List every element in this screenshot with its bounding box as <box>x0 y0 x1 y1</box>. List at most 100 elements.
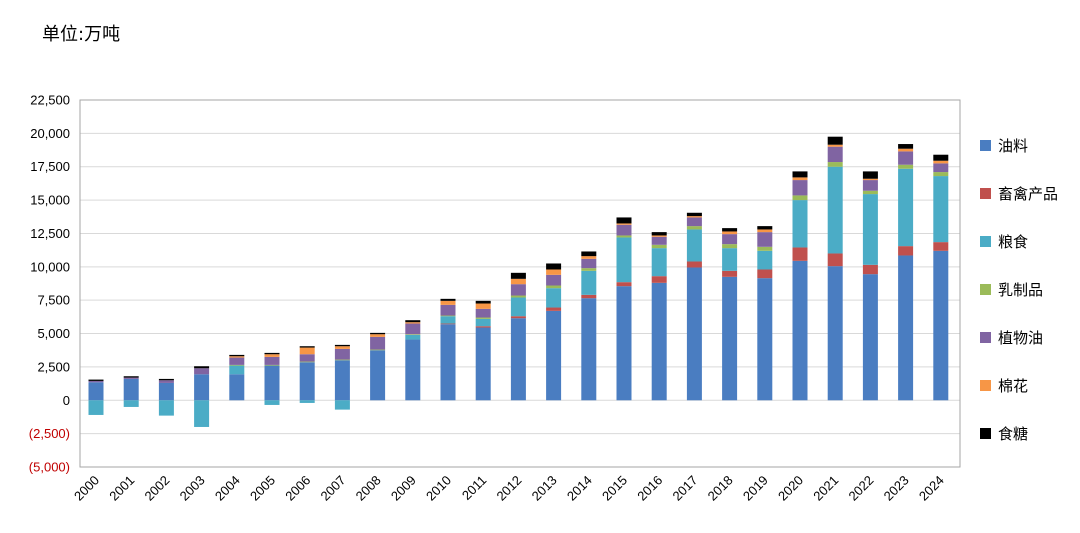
bar-segment <box>546 288 562 308</box>
bar-segment <box>334 346 350 349</box>
x-tick-label: 2000 <box>71 473 102 504</box>
bar-segment <box>405 339 421 401</box>
bar-segment <box>827 144 843 147</box>
bar-segment <box>370 334 386 337</box>
bar-segment <box>581 258 597 269</box>
bar-segment <box>722 231 738 235</box>
bar-segment <box>792 247 808 261</box>
bar-segment <box>229 354 245 357</box>
bar-segment <box>475 326 491 328</box>
bar-segment <box>862 274 878 401</box>
bar-segment <box>722 244 738 249</box>
x-tick-label: 2020 <box>775 473 806 504</box>
bar-segment <box>334 400 350 410</box>
legend-swatch <box>980 428 991 439</box>
bar-segment <box>581 294 597 299</box>
y-tick-label: 20,000 <box>30 126 70 141</box>
y-tick-label: 5,000 <box>37 326 70 341</box>
bar-segment <box>651 282 667 401</box>
x-tick-label: 2018 <box>705 473 736 504</box>
unit-label: 单位:万吨 <box>42 24 121 45</box>
bar-segment <box>898 164 914 169</box>
bar-segment <box>370 336 386 350</box>
y-tick-label: 2,500 <box>37 359 70 374</box>
bar-segment <box>933 250 949 401</box>
legend-swatch <box>980 380 991 391</box>
bar-segment <box>229 365 245 375</box>
bar-segment <box>440 300 456 305</box>
bar-segment <box>475 327 491 401</box>
bar-segment <box>475 318 491 327</box>
bar-segment <box>616 217 632 224</box>
bar-segment <box>546 285 562 289</box>
legend-label: 棉花 <box>998 377 1028 395</box>
bar-segment <box>827 146 843 163</box>
x-tick-label: 2007 <box>317 473 348 504</box>
bar-segment <box>405 334 421 340</box>
legend-swatch <box>980 332 991 343</box>
bar-segment <box>370 332 386 335</box>
x-tick-label: 2005 <box>247 473 278 504</box>
x-tick-label: 2019 <box>740 473 771 504</box>
legend-swatch <box>980 140 991 151</box>
bar-segment <box>722 276 738 401</box>
bar-segment <box>898 144 914 149</box>
x-tick-label: 2004 <box>212 473 243 504</box>
y-tick-label: 0 <box>63 393 70 408</box>
bar-segment <box>440 315 456 317</box>
bar-segment <box>722 270 738 277</box>
bar-segment <box>123 376 139 378</box>
bar-segment <box>757 250 773 270</box>
bar-segment <box>546 269 562 275</box>
bar-segment <box>616 286 632 401</box>
bar-segment <box>264 352 280 355</box>
bar-segment <box>440 316 456 324</box>
bar-segment <box>546 307 562 311</box>
bar-segment <box>933 160 949 164</box>
y-tick-label: 12,500 <box>30 226 70 241</box>
bar-segment <box>581 251 597 257</box>
bar-segment <box>792 177 808 181</box>
bar-segment <box>510 316 526 319</box>
x-tick-label: 2010 <box>423 473 454 504</box>
x-tick-label: 2024 <box>916 473 947 504</box>
bar-segment <box>792 195 808 201</box>
bar-segment <box>898 148 914 152</box>
bar-segment <box>862 190 878 195</box>
bar-segment <box>158 378 174 381</box>
bar-segment <box>475 300 491 304</box>
legend-label: 植物油 <box>998 329 1043 347</box>
bar-segment <box>510 284 526 296</box>
bar-segment <box>334 348 350 360</box>
bar-segment <box>827 253 843 267</box>
bar-segment <box>581 268 597 271</box>
bar-segment <box>194 368 210 375</box>
y-tick-label: 10,000 <box>30 259 70 274</box>
bar-segment <box>475 308 491 318</box>
bar-segment <box>792 260 808 401</box>
bar-segment <box>827 266 843 401</box>
bar-segment <box>405 322 421 324</box>
x-tick-label: 2013 <box>529 473 560 504</box>
bar-segment <box>651 232 667 236</box>
x-tick-label: 2015 <box>599 473 630 504</box>
bar-segment <box>686 212 702 217</box>
bars <box>88 136 949 427</box>
bar-segment <box>862 178 878 181</box>
bar-segment <box>475 303 491 309</box>
bar-segment <box>862 194 878 265</box>
x-tick-label: 2016 <box>634 473 665 504</box>
legend-label: 粮食 <box>998 233 1028 251</box>
bar-segment <box>264 365 280 401</box>
bar-segment <box>651 244 667 249</box>
x-tick-label: 2021 <box>810 473 841 504</box>
bar-segment <box>440 324 456 401</box>
bar-segment <box>722 248 738 271</box>
bar-segment <box>475 317 491 319</box>
x-tick-label: 2017 <box>669 473 700 504</box>
bar-segment <box>510 297 526 317</box>
bar-segment <box>757 269 773 279</box>
bar-segment <box>264 354 280 357</box>
x-tick-label: 2014 <box>564 473 595 504</box>
